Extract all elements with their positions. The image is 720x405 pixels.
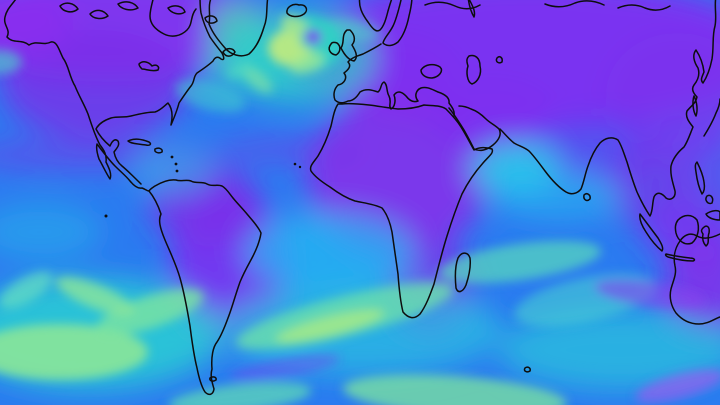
wind-blob xyxy=(134,146,214,194)
coastline-madagascar xyxy=(454,252,471,293)
coastline-australia xyxy=(669,233,720,325)
coastline-caspian-sea xyxy=(466,54,482,85)
wind-blob xyxy=(430,83,554,151)
coastline-hudson-bay xyxy=(149,0,197,37)
coastline-cuba xyxy=(127,138,152,146)
coastline-arctic-islands xyxy=(59,1,218,24)
small-islands-layer xyxy=(104,155,302,218)
coastline-black-sea xyxy=(420,63,443,79)
coastline-kerguelen xyxy=(523,366,531,373)
wind-blob xyxy=(305,30,321,44)
coastline-new-guinea xyxy=(705,209,720,221)
coastline-ireland xyxy=(328,41,341,56)
coastline-iceland xyxy=(286,3,308,18)
wind-blob xyxy=(492,171,624,221)
wind-blob xyxy=(275,309,385,343)
coastline-north-america-east xyxy=(95,0,225,185)
coastline-africa xyxy=(309,102,494,319)
coastline-arabia xyxy=(448,105,501,152)
wind-blob xyxy=(0,50,22,74)
coastlines-layer xyxy=(3,0,720,396)
coastline-sumatra xyxy=(639,213,664,252)
coastline-sri-lanka xyxy=(583,193,591,202)
antilles-islet xyxy=(170,155,174,159)
coastline-south-america xyxy=(148,179,262,396)
wind-blob xyxy=(594,278,706,310)
wind-blob xyxy=(229,354,341,382)
wind-blob xyxy=(96,288,204,336)
coastline-aral-sea xyxy=(495,56,503,64)
coastline-baltic xyxy=(382,0,413,47)
coastline-hispaniola xyxy=(154,147,163,154)
galapagos-islet xyxy=(104,214,108,218)
wind-blob xyxy=(0,324,148,380)
wind-blob xyxy=(498,310,720,390)
wind-blob xyxy=(343,374,567,405)
cape-verde-islet xyxy=(293,162,297,166)
coastline-asia xyxy=(499,0,717,217)
wind-blob xyxy=(0,30,190,140)
coastline-scandinavia xyxy=(358,0,393,32)
wind-blob xyxy=(243,66,273,94)
wind-blob xyxy=(438,240,602,284)
wind-blob xyxy=(664,232,720,336)
wind-blob xyxy=(0,271,53,309)
wind-blob xyxy=(244,212,416,292)
coastline-north-america-west xyxy=(3,0,150,192)
coastline-borneo xyxy=(674,214,700,245)
coastline-sulawesi xyxy=(700,225,710,247)
wind-blob xyxy=(55,276,135,316)
wind-blob xyxy=(226,61,254,79)
wind-blob xyxy=(214,137,366,163)
coastline-falklands xyxy=(209,376,217,382)
wind-blob xyxy=(175,79,245,113)
coastline-britain xyxy=(340,29,358,62)
coastline-greenland xyxy=(208,0,269,57)
wind-blob xyxy=(0,202,102,262)
cape-verde-islet xyxy=(298,165,302,169)
wind-blob xyxy=(635,369,720,403)
coastline-java xyxy=(664,253,696,262)
coastline-great-lakes xyxy=(138,61,160,72)
wind-blob xyxy=(289,52,325,74)
coastline-europe xyxy=(333,43,455,117)
coastline-arctic-russia xyxy=(424,0,671,18)
coastline-philippines xyxy=(694,161,714,205)
antilles-islet xyxy=(174,162,178,166)
coastline-sakhalin xyxy=(692,95,698,117)
antilles-islet xyxy=(175,169,179,173)
